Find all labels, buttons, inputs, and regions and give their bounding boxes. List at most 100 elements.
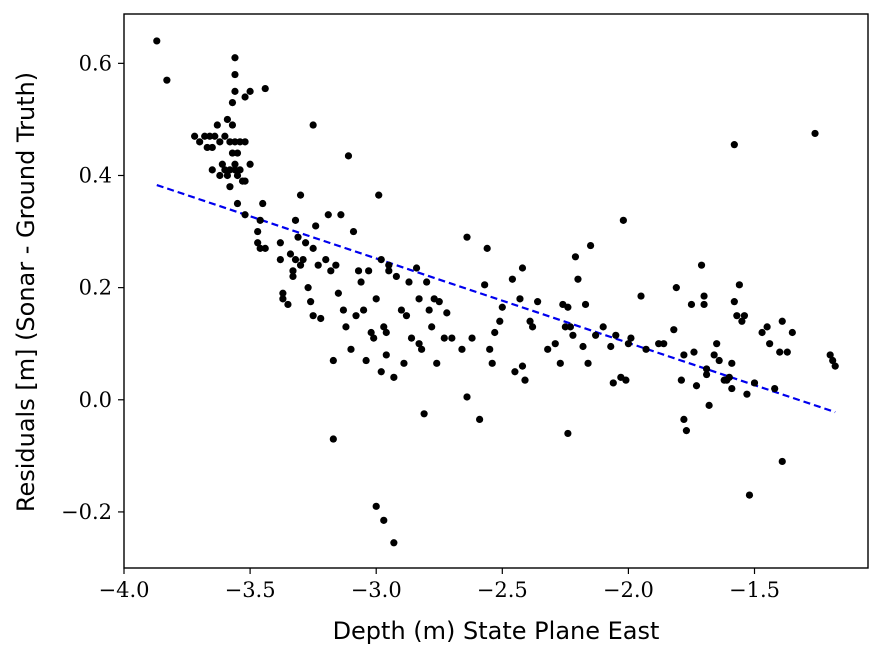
data-point: [208, 166, 216, 174]
data-point: [377, 368, 385, 376]
data-point: [367, 328, 375, 337]
data-point: [163, 76, 171, 84]
data-point: [682, 427, 691, 435]
data-point: [418, 345, 426, 353]
data-point: [312, 222, 320, 230]
data-point: [496, 317, 504, 325]
data-point: [286, 250, 295, 258]
data-point: [637, 292, 645, 300]
data-point: [291, 255, 300, 264]
data-point: [420, 410, 428, 418]
data-point: [569, 331, 577, 339]
data-point: [730, 298, 738, 306]
data-point: [221, 166, 229, 174]
data-point: [738, 317, 746, 325]
data-point: [256, 244, 264, 252]
data-point: [407, 334, 416, 342]
data-point: [831, 362, 839, 370]
data-point: [571, 253, 580, 261]
data-point: [236, 166, 244, 174]
data-point: [458, 345, 466, 353]
data-point: [518, 264, 527, 272]
data-point: [380, 516, 388, 524]
data-point: [334, 289, 342, 297]
data-point: [231, 54, 239, 62]
data-point: [392, 272, 400, 281]
data-point: [692, 382, 701, 390]
data-point: [586, 241, 595, 250]
data-point: [226, 183, 234, 191]
data-point: [592, 331, 600, 339]
data-point: [607, 342, 615, 351]
data-point: [584, 359, 592, 367]
data-point: [291, 216, 300, 224]
data-point: [468, 334, 476, 342]
x-tick-label: −3.0: [351, 578, 402, 602]
data-point: [314, 261, 322, 269]
data-point: [783, 348, 791, 356]
data-point: [516, 295, 524, 303]
data-point: [670, 326, 678, 334]
y-tick-label: 0.4: [79, 163, 112, 187]
data-point: [294, 233, 302, 241]
data-point: [309, 121, 317, 129]
data-point: [758, 328, 766, 337]
data-point: [624, 340, 633, 348]
data-point: [221, 132, 229, 140]
data-point: [372, 502, 380, 510]
data-point: [382, 351, 390, 359]
data-point: [246, 87, 254, 95]
data-point: [728, 359, 736, 367]
data-point: [246, 160, 254, 168]
data-point: [491, 328, 499, 337]
data-point: [766, 340, 774, 348]
data-point: [564, 429, 572, 438]
data-point: [551, 340, 559, 348]
data-point: [743, 390, 751, 398]
data-point: [428, 323, 436, 331]
data-point: [359, 306, 368, 314]
data-point: [327, 267, 335, 275]
data-point: [309, 244, 317, 252]
data-point: [218, 160, 226, 168]
data-point: [488, 359, 496, 367]
y-tick-label: 0.0: [79, 388, 112, 412]
data-point: [231, 138, 239, 146]
data-point: [443, 309, 451, 317]
data-point: [771, 384, 779, 393]
x-tick-label: −4.0: [99, 578, 150, 602]
data-point: [233, 199, 242, 208]
data-point: [400, 359, 408, 367]
data-point: [440, 334, 448, 342]
data-point: [702, 370, 711, 379]
data-point: [279, 289, 287, 297]
data-point: [811, 129, 819, 138]
data-point: [223, 115, 232, 124]
data-point: [423, 278, 431, 286]
plot-frame: [123, 13, 869, 569]
data-point: [216, 171, 224, 180]
data-point: [778, 317, 786, 325]
data-point: [448, 334, 456, 342]
data-point: [309, 312, 317, 320]
data-point: [261, 84, 269, 93]
data-point: [735, 281, 743, 289]
data-point: [375, 191, 383, 199]
data-point: [317, 314, 325, 323]
data-point: [405, 278, 413, 286]
data-point: [680, 351, 688, 359]
data-point: [788, 328, 796, 337]
data-point: [231, 166, 239, 174]
data-point: [544, 345, 552, 353]
data-point: [700, 300, 708, 309]
data-point: [344, 152, 353, 160]
data-point: [228, 149, 237, 157]
data-point: [213, 121, 221, 129]
data-point: [412, 264, 421, 272]
trend-line: [156, 183, 836, 414]
data-point: [660, 340, 668, 348]
y-tick-label: 0.2: [79, 276, 112, 300]
data-point: [687, 300, 696, 309]
data-point: [329, 356, 337, 365]
data-point: [299, 255, 307, 264]
